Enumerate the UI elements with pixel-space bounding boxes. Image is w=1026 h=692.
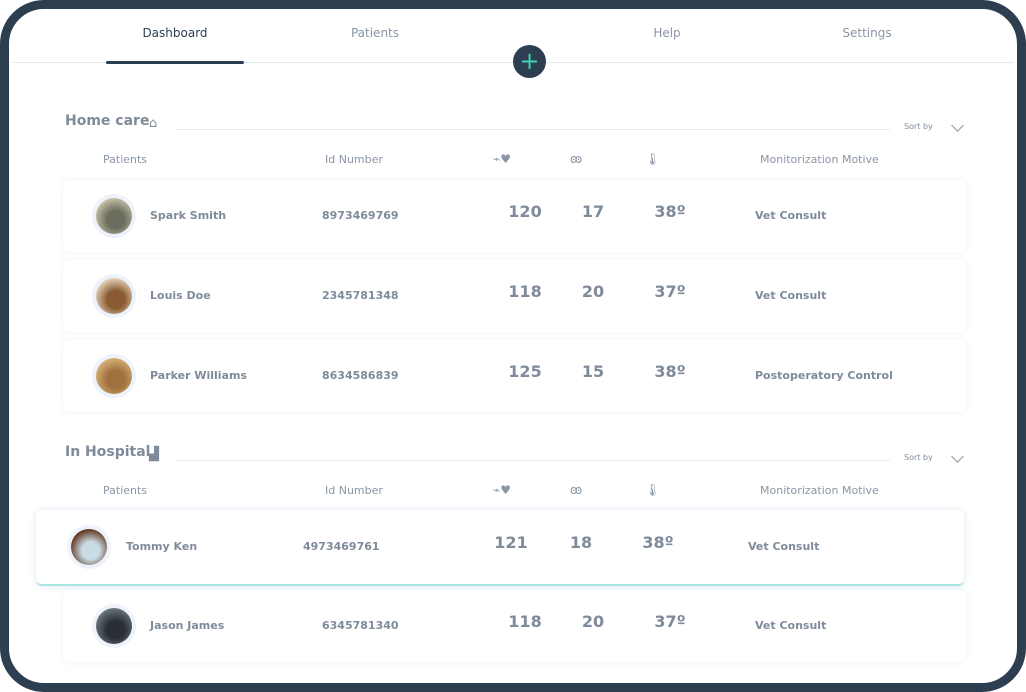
tab-patients[interactable]: Patients [350, 26, 400, 40]
patient-row[interactable]: Parker Williams 8634586839 125 15 38º Po… [63, 340, 966, 412]
heart-rate-value: 118 [508, 282, 542, 301]
heart-rate-value: 120 [508, 202, 542, 221]
patient-name: Spark Smith [150, 209, 227, 222]
sort-by-label[interactable]: Sort by [904, 122, 933, 131]
respiration-value: 17 [581, 202, 605, 221]
temperature-value: 38º [642, 533, 674, 552]
thermometer-icon: 🌡︎ [645, 152, 661, 166]
add-button[interactable]: + [513, 45, 546, 78]
patient-name: Jason James [150, 619, 225, 632]
thermometer-icon: 🌡︎ [645, 483, 661, 497]
respiration-value: 20 [581, 612, 605, 631]
monitorization-motive: Vet Consult [755, 289, 827, 302]
temperature-value: 38º [654, 362, 686, 381]
monitorization-motive: Vet Consult [748, 540, 820, 553]
patient-id: 8973469769 [322, 209, 399, 222]
avatar [92, 274, 136, 318]
monitorization-motive: Vet Consult [755, 209, 827, 222]
respiration-value: 15 [581, 362, 605, 381]
avatar [92, 354, 136, 398]
section-divider [176, 460, 890, 461]
column-header-id: Id Number [325, 484, 383, 497]
column-header-motive: Monitorization Motive [760, 484, 879, 497]
lungs-icon: ꙭ [570, 483, 583, 497]
sort-by-label[interactable]: Sort by [904, 453, 933, 462]
avatar [92, 604, 136, 648]
section-title: Home care [65, 113, 150, 129]
avatar [92, 194, 136, 238]
heart-rate-icon: ⌁♥ [493, 483, 511, 497]
heart-rate-value: 121 [494, 533, 528, 552]
respiration-value: 20 [581, 282, 605, 301]
avatar [67, 525, 111, 569]
home-icon: ⌂ [149, 116, 158, 131]
column-header-id: Id Number [325, 153, 383, 166]
hospital-icon: ▟ [149, 447, 159, 462]
patient-id: 8634586839 [322, 369, 399, 382]
patient-row[interactable]: Spark Smith 8973469769 120 17 38º Vet Co… [63, 180, 966, 252]
patient-row[interactable]: Tommy Ken 4973469761 121 18 38º Vet Cons… [36, 510, 964, 586]
section-divider [176, 129, 890, 130]
temperature-value: 37º [654, 612, 686, 631]
lungs-icon: ꙭ [570, 152, 583, 166]
column-header-motive: Monitorization Motive [760, 153, 879, 166]
heart-rate-value: 118 [508, 612, 542, 631]
monitorization-motive: Postoperatory Control [755, 369, 893, 382]
heart-rate-value: 125 [508, 362, 542, 381]
section-title: In Hospital [65, 444, 151, 460]
patient-name: Parker Williams [150, 369, 247, 382]
monitorization-motive: Vet Consult [755, 619, 827, 632]
patient-id: 6345781340 [322, 619, 399, 632]
tab-dashboard[interactable]: Dashboard [142, 26, 208, 40]
patient-id: 4973469761 [303, 540, 380, 553]
patient-name: Louis Doe [150, 289, 211, 302]
temperature-value: 37º [654, 282, 686, 301]
respiration-value: 18 [569, 533, 593, 552]
tab-help[interactable]: Help [653, 26, 681, 40]
patient-id: 2345781348 [322, 289, 399, 302]
tab-settings[interactable]: Settings [842, 26, 892, 40]
active-tab-indicator [106, 61, 244, 64]
column-header-patients: Patients [103, 153, 148, 166]
column-header-patients: Patients [103, 484, 148, 497]
patient-row[interactable]: Jason James 6345781340 118 20 37º Vet Co… [63, 590, 966, 662]
patient-row[interactable]: Louis Doe 2345781348 118 20 37º Vet Cons… [63, 260, 966, 332]
temperature-value: 38º [654, 202, 686, 221]
heart-rate-icon: ⌁♥ [493, 152, 511, 166]
patient-name: Tommy Ken [126, 540, 198, 553]
